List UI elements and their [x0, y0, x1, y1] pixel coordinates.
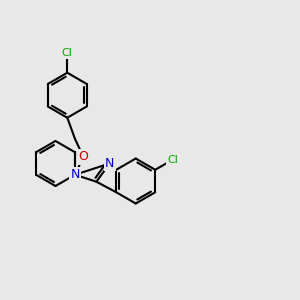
Text: Cl: Cl — [167, 155, 178, 165]
Text: N: N — [105, 157, 114, 170]
Text: Cl: Cl — [62, 48, 73, 58]
Text: O: O — [78, 150, 88, 163]
Text: N: N — [70, 168, 80, 181]
